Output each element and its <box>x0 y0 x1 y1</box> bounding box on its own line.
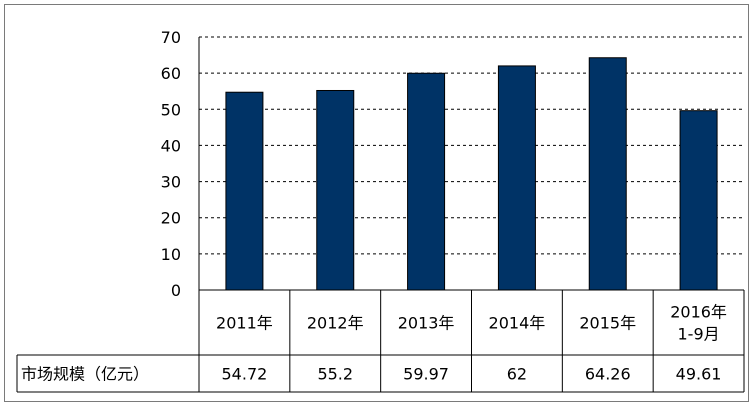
bar <box>497 65 536 291</box>
bar <box>316 89 355 291</box>
table-value-label: 54.72 <box>222 365 268 384</box>
bar <box>225 91 264 291</box>
x-category-label: 2012年 <box>307 314 364 333</box>
y-tick-label: 20 <box>161 209 181 228</box>
bar <box>588 57 627 291</box>
x-category-label: 2016年 1-9月 <box>670 303 727 344</box>
y-tick-label: 10 <box>161 245 181 264</box>
table-series-name: 市场规模（亿元） <box>21 365 149 384</box>
x-category-label: 2013年 <box>398 314 455 333</box>
y-tick-label: 50 <box>161 100 181 119</box>
table-value-label: 49.61 <box>676 365 722 384</box>
table-value-label: 64.26 <box>585 365 631 384</box>
bar-chart: 0 10 20 30 40 50 60 70 2011年 2012年 2013年 2014年 2015年… <box>16 28 745 393</box>
y-tick-label: 0 <box>171 281 181 300</box>
y-tick-label: 30 <box>161 173 181 192</box>
x-category-label: 2014年 <box>489 314 546 333</box>
bar <box>679 110 718 291</box>
table-value-label: 55.2 <box>317 365 353 384</box>
table-value-label: 62 <box>507 365 527 384</box>
x-category-label: 2015年 <box>579 314 636 333</box>
y-tick-label: 40 <box>161 136 181 155</box>
bar <box>407 72 446 291</box>
y-tick-label: 60 <box>161 64 181 83</box>
chart-frame: 0 10 20 30 40 50 60 70 2011年 2012年 2013年 2014年 2015年… <box>4 4 749 402</box>
table-value-label: 59.97 <box>403 365 449 384</box>
x-category-label: 2011年 <box>216 314 273 333</box>
y-tick-label: 70 <box>161 28 181 47</box>
